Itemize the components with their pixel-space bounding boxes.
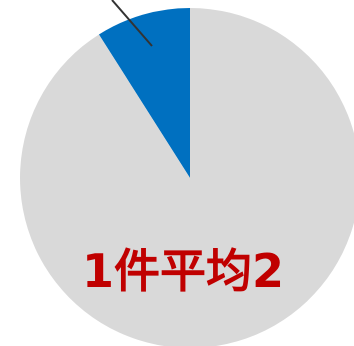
pie-slice [98, 8, 190, 178]
pie-slice [20, 8, 354, 346]
annotation: 1件平均2 [82, 244, 284, 298]
pie [20, 8, 354, 346]
leader-line [111, 0, 153, 47]
